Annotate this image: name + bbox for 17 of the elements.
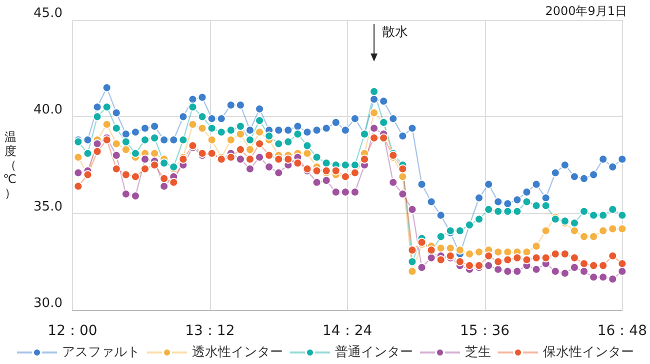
x-tick-label: 15：36 — [460, 323, 510, 339]
legend-label: 普通インター — [335, 344, 413, 360]
y-tick-label: 40.0 — [34, 102, 62, 118]
y-axis-title: 温度（℃） — [2, 130, 16, 200]
x-tick-label: 14：24 — [322, 323, 372, 339]
legend-label: 透水性インター — [192, 345, 283, 360]
x-tick-label: 12：00 — [48, 323, 98, 339]
legend-label: アスファルト — [62, 345, 140, 360]
y-tick-label: 35.0 — [34, 199, 62, 214]
x-tick-label: 13：12 — [185, 323, 235, 339]
y-tick-label: 30.0 — [34, 296, 62, 311]
y-tick-label: 45.0 — [34, 6, 62, 21]
chart-subtitle: 2000年9月1日 — [545, 4, 628, 18]
legend-label: 芝生 — [465, 345, 491, 360]
x-tick-label: 16：48 — [597, 323, 648, 339]
legend-label: 保水性インター — [543, 345, 634, 360]
annotation: 散水 — [382, 25, 408, 40]
